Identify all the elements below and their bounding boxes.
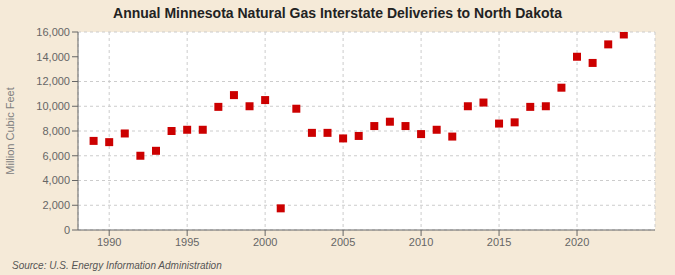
svg-text:Million Cubic Feet: Million Cubic Feet — [8, 87, 16, 174]
svg-text:12,000: 12,000 — [36, 75, 70, 87]
svg-text:14,000: 14,000 — [36, 51, 70, 63]
svg-text:16,000: 16,000 — [36, 26, 70, 38]
html-text:Annual Minnesota Natural Gas I: Annual Minnesota Natural Gas Interstate … — [113, 5, 562, 21]
svg-text:1995: 1995 — [175, 236, 199, 248]
svg-text:6,000: 6,000 — [42, 150, 70, 162]
svg-text:0: 0 — [64, 224, 70, 236]
html-text:Source: U.S. Energy Informatio: Source: U.S. Energy Information Administ… — [12, 260, 222, 271]
svg-text:2010: 2010 — [409, 236, 433, 248]
svg-text:2000: 2000 — [253, 236, 277, 248]
svg-text:2015: 2015 — [487, 236, 511, 248]
svg-text:10,000: 10,000 — [36, 100, 70, 112]
svg-text:1990: 1990 — [97, 236, 121, 248]
svg-text:2020: 2020 — [565, 236, 589, 248]
svg-text:2005: 2005 — [331, 236, 355, 248]
svg-text:4,000: 4,000 — [42, 174, 70, 186]
svg-text:8,000: 8,000 — [42, 125, 70, 137]
svg-text:2,000: 2,000 — [42, 199, 70, 211]
